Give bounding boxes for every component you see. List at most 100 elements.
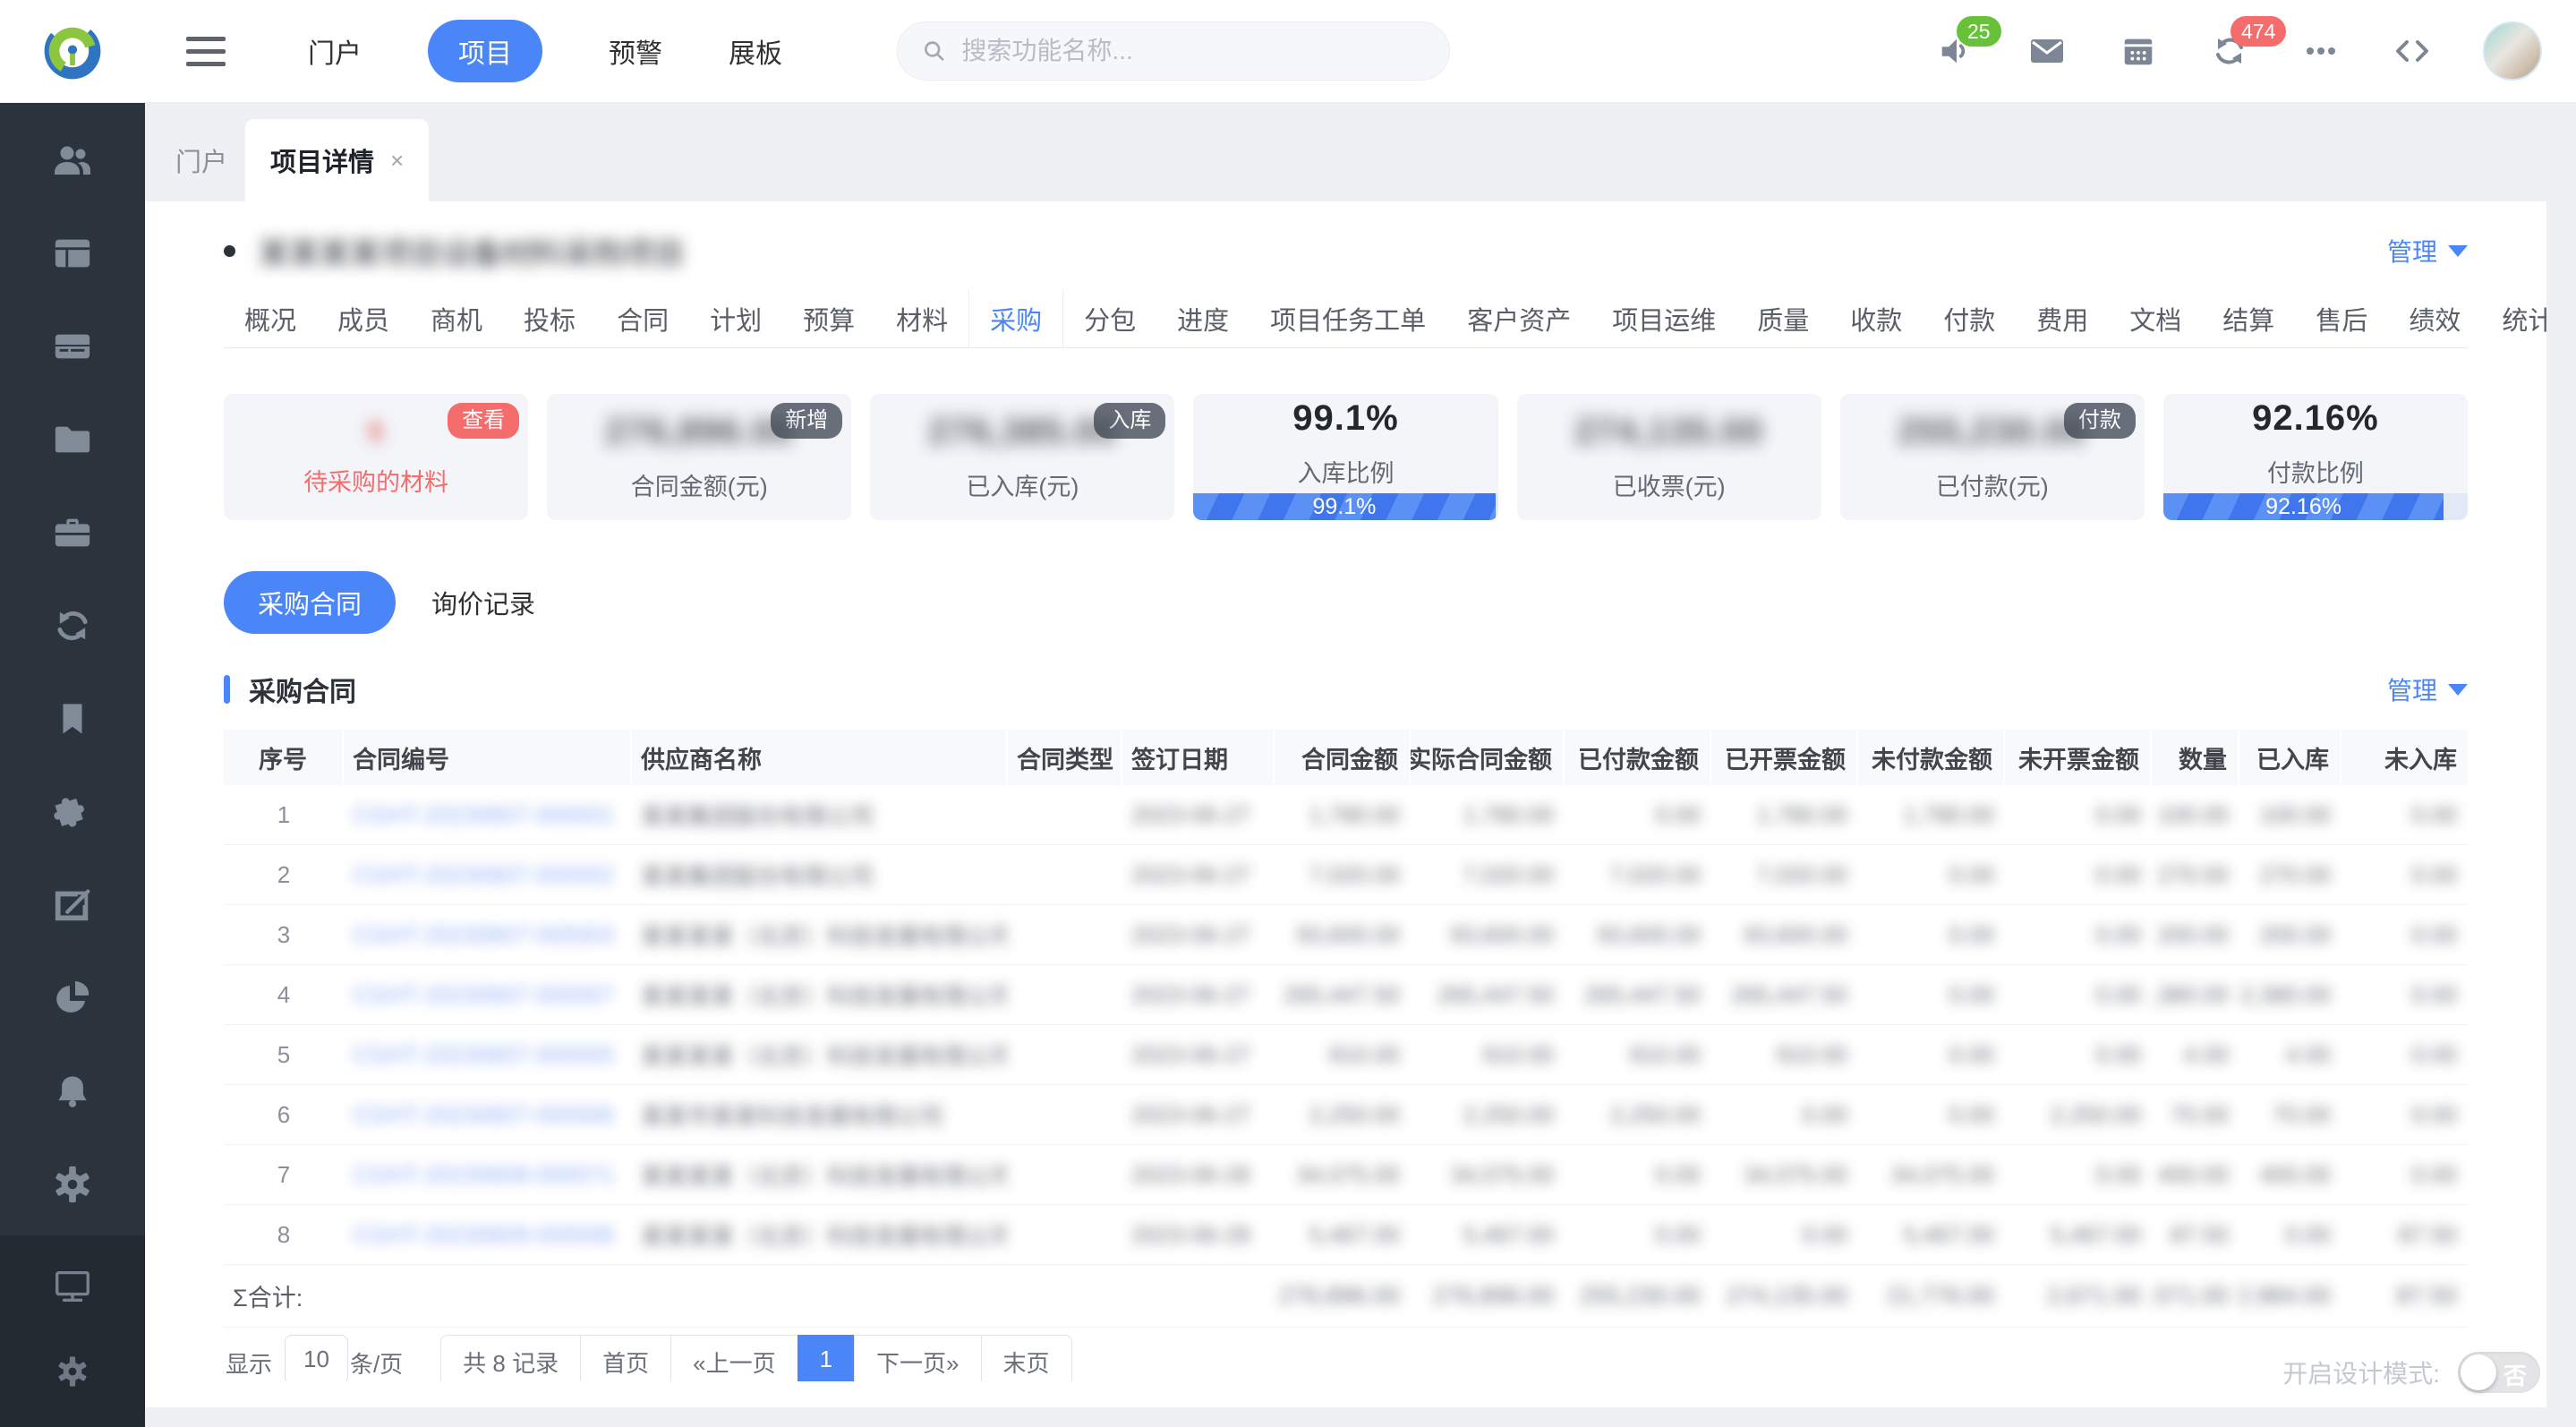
cell-contract-no-link[interactable]: CGHT-20230607-000003	[353, 920, 614, 948]
sidebar-item-notifications[interactable]	[0, 1045, 145, 1138]
prev-page-button[interactable]: «上一页	[670, 1335, 798, 1381]
cell-quantity: 2,380.00	[2152, 980, 2229, 1008]
dev-tools-button[interactable]	[2392, 30, 2433, 72]
project-manage-dropdown[interactable]: 管理	[2387, 233, 2468, 269]
cell-paid-amount: 2,250.00	[1609, 1100, 1701, 1128]
sidebar-item-settings[interactable]	[0, 1138, 145, 1231]
view-badge[interactable]: 查看	[448, 403, 520, 439]
nav-item-alerts[interactable]: 预警	[609, 39, 662, 69]
col-header[interactable]: 数量	[2152, 730, 2239, 785]
table-manage-dropdown[interactable]: 管理	[2387, 671, 2468, 707]
col-header[interactable]: 未开票金额	[2005, 730, 2152, 785]
last-page-button[interactable]: 末页	[980, 1335, 1072, 1381]
sidebar-item-dashboard[interactable]	[0, 207, 145, 300]
detail-tab[interactable]: 售后	[2316, 306, 2368, 336]
detail-tab[interactable]: 分包	[1084, 306, 1137, 336]
detail-tab[interactable]: 预算	[803, 306, 856, 336]
cell-contract-no-link[interactable]: CGHT-20230607-000002	[353, 860, 614, 888]
sidebar-item-sync[interactable]	[0, 579, 145, 672]
announcement-button[interactable]: 25	[1935, 16, 2001, 72]
workspace-tab-project-detail[interactable]: 项目详情 ×	[245, 119, 430, 201]
detail-tab[interactable]: 采购	[968, 288, 1064, 348]
col-header[interactable]: 合同类型	[1008, 730, 1122, 785]
detail-tab[interactable]: 投标	[524, 306, 576, 336]
app-logo[interactable]	[0, 20, 145, 82]
col-header[interactable]: 已开票金额	[1711, 730, 1858, 785]
col-header[interactable]: 合同编号	[344, 730, 632, 785]
sidebar-item-reports[interactable]	[0, 952, 145, 1045]
workspace-tab-label: 项目详情	[270, 149, 375, 177]
sidebar-item-monitor[interactable]	[0, 1243, 145, 1329]
detail-tab[interactable]: 计划	[710, 306, 763, 336]
cell-contract-no-link[interactable]: CGHT-20230609-000008	[353, 1220, 614, 1248]
sidebar-item-plugins[interactable]	[0, 765, 145, 859]
workspace-tab-portal[interactable]: 门户	[158, 119, 245, 201]
col-header[interactable]: 已入库	[2239, 730, 2341, 785]
cell-contract-no-link[interactable]: CGHT-20230607-000006	[353, 1100, 614, 1128]
first-page-button[interactable]: 首页	[580, 1335, 672, 1381]
design-mode-toggle[interactable]: 否	[2458, 1352, 2540, 1393]
sync-button[interactable]: 474	[2209, 16, 2287, 72]
stat-card-pending-materials[interactable]: 查看 5 待采购的材料	[224, 394, 529, 520]
col-header[interactable]: 未付款金额	[1858, 730, 2005, 785]
cell-contract-no-link[interactable]: CGHT-20230607-000007	[353, 980, 614, 1008]
sidebar-item-preferences[interactable]	[0, 1329, 145, 1414]
calendar-button[interactable]	[2118, 30, 2159, 72]
detail-tab[interactable]: 收款	[1850, 306, 1903, 336]
add-badge[interactable]: 新增	[771, 403, 843, 439]
col-header[interactable]: 供应商名称	[632, 730, 1008, 785]
more-button[interactable]	[2300, 30, 2341, 72]
sidebar-item-bookmarks[interactable]	[0, 672, 145, 765]
detail-tab[interactable]: 项目运维	[1612, 306, 1717, 336]
sidebar-item-users[interactable]	[0, 114, 145, 207]
detail-tab[interactable]: 客户资产	[1467, 306, 1572, 336]
next-page-button[interactable]: 下一页»	[854, 1335, 982, 1381]
detail-tab[interactable]: 项目任务工单	[1270, 306, 1427, 336]
col-header[interactable]: 未入库	[2384, 746, 2457, 773]
sidebar-item-projects[interactable]	[0, 486, 145, 579]
col-header[interactable]: 已付款金额	[1565, 730, 1711, 785]
cell-invoiced-amount: 265,447.50	[1730, 980, 1847, 1008]
cell-paid-amount: 0.00	[1655, 800, 1701, 828]
detail-tab[interactable]: 成员	[337, 306, 390, 336]
detail-tab[interactable]: 统计	[2502, 306, 2546, 336]
menu-toggle-icon[interactable]	[186, 31, 226, 71]
nav-item-portal[interactable]: 门户	[308, 39, 362, 69]
detail-tab[interactable]: 绩效	[2409, 306, 2461, 336]
detail-tab[interactable]: 结算	[2222, 306, 2275, 336]
detail-tab[interactable]: 进度	[1177, 306, 1230, 336]
detail-tab[interactable]: 付款	[1943, 306, 1996, 336]
user-avatar[interactable]	[2483, 21, 2542, 81]
mail-button[interactable]	[2026, 30, 2068, 72]
detail-tab[interactable]: 商机	[431, 306, 483, 336]
payment-badge[interactable]: 付款	[2063, 403, 2136, 439]
cell-contract-no-link[interactable]: CGHT-20230608-000071	[353, 1160, 614, 1188]
stock-in-badge[interactable]: 入库	[1094, 403, 1166, 439]
tab-inquiry-records[interactable]: 询价记录	[431, 590, 536, 620]
cell-contract-no-link[interactable]: CGHT-20230607-000001	[353, 800, 614, 828]
detail-tab[interactable]: 合同	[617, 306, 670, 336]
sidebar-item-billing[interactable]	[0, 300, 145, 393]
briefcase-icon	[55, 518, 90, 547]
detail-tab[interactable]: 材料	[896, 306, 949, 336]
nav-item-project[interactable]: 项目	[428, 20, 542, 82]
detail-tab[interactable]: 文档	[2129, 306, 2182, 336]
search-input[interactable]	[961, 37, 1426, 65]
col-header[interactable]: 实际合同金额	[1411, 730, 1565, 785]
col-header[interactable]: 合同金额	[1275, 730, 1411, 785]
global-search[interactable]	[897, 21, 1450, 81]
detail-tab[interactable]: 费用	[2036, 306, 2089, 336]
detail-tab[interactable]: 质量	[1757, 306, 1810, 336]
sidebar-item-compose[interactable]	[0, 859, 145, 952]
col-header[interactable]: 签订日期	[1122, 730, 1275, 785]
tab-purchase-contracts[interactable]: 采购合同	[224, 570, 397, 634]
detail-tab[interactable]: 概况	[244, 306, 297, 336]
page-size-select[interactable]: 10	[285, 1335, 348, 1381]
nav-item-boards[interactable]: 展板	[729, 39, 782, 69]
cell-contract-no-link[interactable]: CGHT-20230607-000005	[353, 1040, 614, 1068]
cell-quantity: 4.00	[2183, 1040, 2229, 1068]
close-tab-icon[interactable]: ×	[390, 146, 405, 174]
col-header[interactable]: 序号	[224, 730, 344, 785]
current-page-button[interactable]: 1	[797, 1335, 856, 1381]
sidebar-item-files[interactable]	[0, 393, 145, 486]
